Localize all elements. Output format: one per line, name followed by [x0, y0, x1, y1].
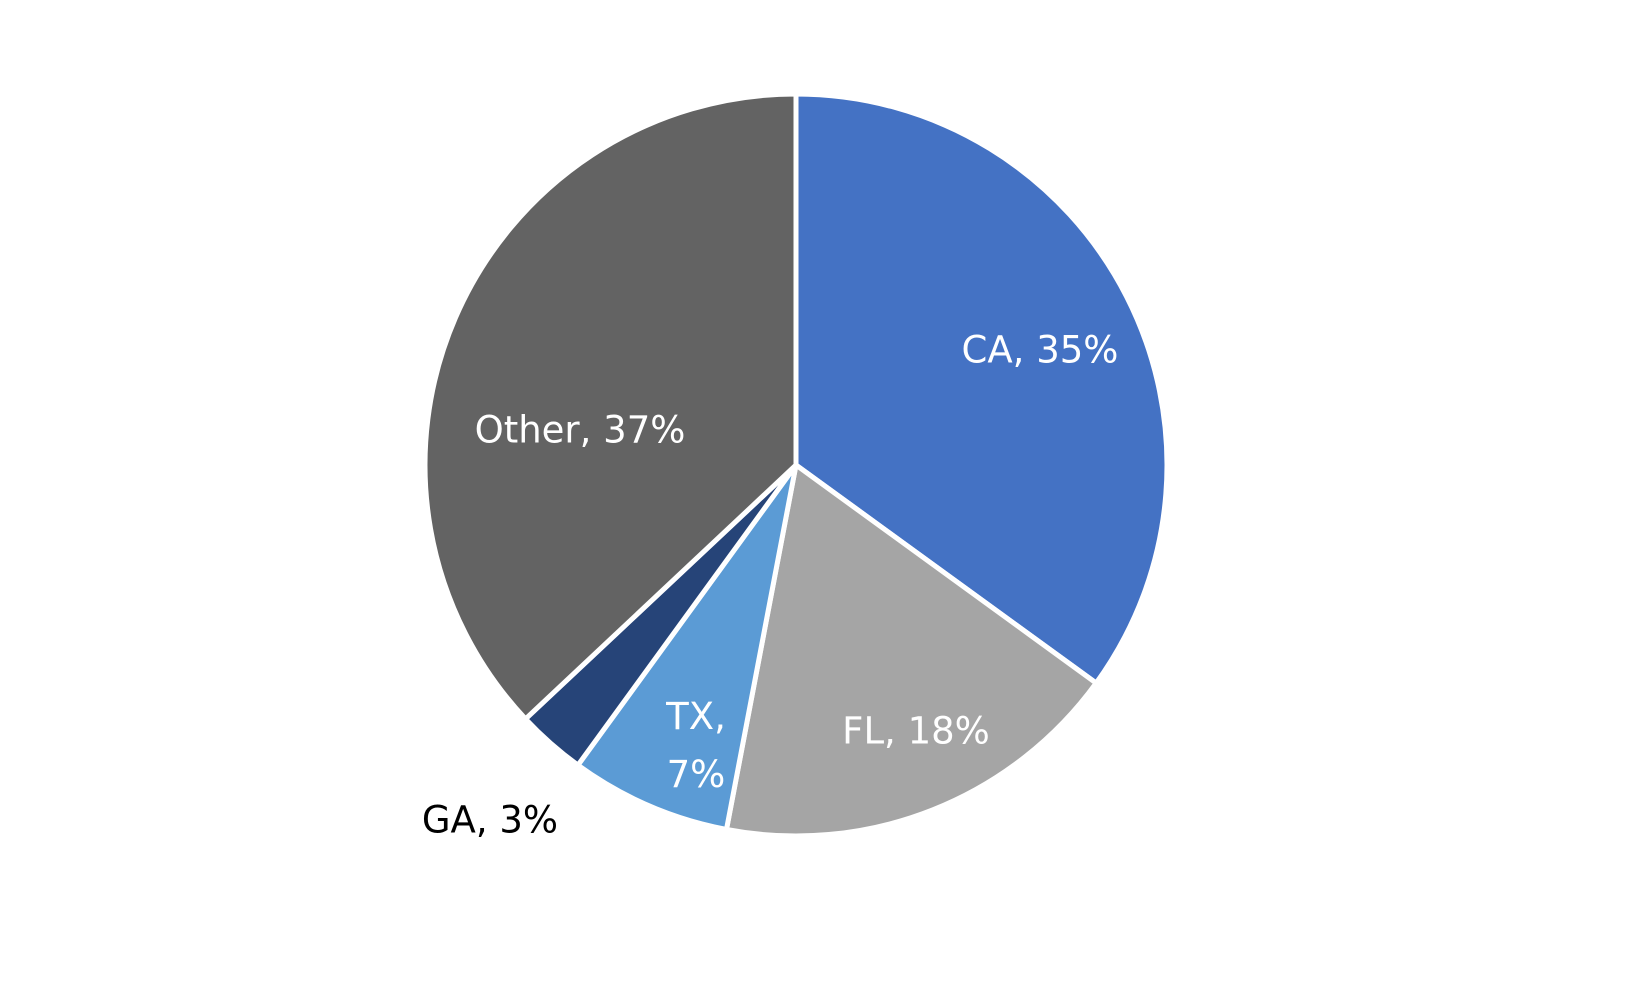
- data-label-line: 7%: [667, 753, 726, 796]
- data-label: FL, 18%: [842, 710, 990, 753]
- data-label: Other, 37%: [475, 409, 686, 452]
- data-label-line: TX,: [665, 695, 726, 738]
- pie-slice: [422, 91, 799, 722]
- data-label: GA, 3%: [422, 799, 558, 842]
- data-label: CA, 35%: [962, 329, 1119, 372]
- pie-slice: [723, 462, 1099, 839]
- data-label: TX, 7%: [665, 695, 726, 796]
- pie-slice: [575, 462, 799, 832]
- pie-slice: [793, 91, 1170, 686]
